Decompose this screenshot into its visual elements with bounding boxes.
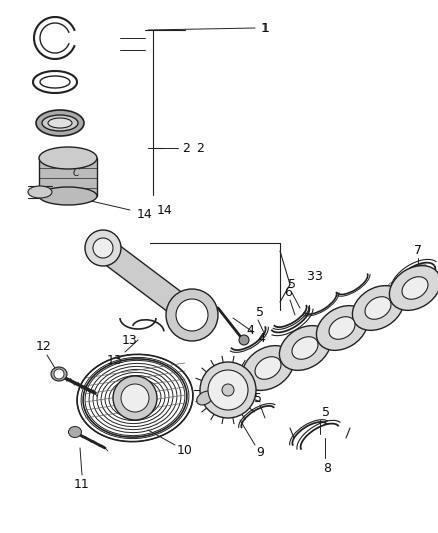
Ellipse shape bbox=[413, 264, 427, 276]
Circle shape bbox=[208, 370, 248, 410]
Text: 5: 5 bbox=[322, 407, 330, 419]
Ellipse shape bbox=[242, 345, 293, 390]
Text: 5: 5 bbox=[254, 392, 262, 405]
Circle shape bbox=[222, 384, 234, 396]
Ellipse shape bbox=[308, 328, 336, 352]
Ellipse shape bbox=[326, 319, 340, 331]
Text: 5: 5 bbox=[288, 279, 296, 292]
Circle shape bbox=[176, 299, 208, 331]
Ellipse shape bbox=[389, 265, 438, 310]
Ellipse shape bbox=[387, 280, 401, 293]
Text: 13: 13 bbox=[122, 334, 138, 346]
Circle shape bbox=[93, 238, 113, 258]
Text: 14: 14 bbox=[157, 204, 173, 216]
Ellipse shape bbox=[352, 303, 367, 314]
Circle shape bbox=[54, 369, 64, 379]
Text: 6: 6 bbox=[284, 286, 292, 298]
Text: 11: 11 bbox=[74, 479, 90, 491]
Ellipse shape bbox=[365, 297, 391, 319]
Ellipse shape bbox=[279, 326, 331, 370]
Ellipse shape bbox=[317, 325, 332, 337]
Ellipse shape bbox=[51, 367, 67, 381]
Text: 1: 1 bbox=[261, 21, 269, 35]
Ellipse shape bbox=[378, 286, 392, 298]
Ellipse shape bbox=[28, 186, 52, 198]
Text: 4: 4 bbox=[257, 332, 265, 344]
Circle shape bbox=[121, 384, 149, 412]
Ellipse shape bbox=[308, 330, 323, 342]
Ellipse shape bbox=[42, 115, 78, 131]
Ellipse shape bbox=[48, 118, 72, 128]
Ellipse shape bbox=[239, 335, 249, 345]
Ellipse shape bbox=[39, 147, 97, 169]
Ellipse shape bbox=[271, 349, 299, 372]
Circle shape bbox=[85, 230, 121, 266]
Ellipse shape bbox=[382, 288, 410, 312]
Text: C: C bbox=[73, 168, 79, 178]
Ellipse shape bbox=[274, 352, 288, 365]
Ellipse shape bbox=[197, 391, 213, 405]
Circle shape bbox=[113, 376, 157, 420]
Ellipse shape bbox=[346, 309, 374, 332]
Text: 14: 14 bbox=[137, 208, 153, 222]
Ellipse shape bbox=[68, 426, 81, 438]
Text: 3: 3 bbox=[306, 270, 314, 282]
Text: 2: 2 bbox=[196, 141, 204, 155]
Text: 1: 1 bbox=[262, 21, 270, 35]
Text: 3: 3 bbox=[314, 270, 322, 282]
Polygon shape bbox=[39, 158, 97, 196]
Text: 5: 5 bbox=[256, 306, 264, 319]
Ellipse shape bbox=[343, 308, 358, 320]
Circle shape bbox=[166, 289, 218, 341]
Ellipse shape bbox=[369, 292, 384, 304]
Ellipse shape bbox=[248, 369, 262, 381]
Ellipse shape bbox=[300, 336, 314, 348]
Ellipse shape bbox=[329, 317, 355, 340]
Ellipse shape bbox=[39, 187, 97, 205]
Circle shape bbox=[200, 362, 256, 418]
Text: 9: 9 bbox=[256, 447, 264, 459]
Ellipse shape bbox=[316, 305, 367, 350]
Ellipse shape bbox=[292, 337, 318, 359]
Ellipse shape bbox=[353, 286, 403, 330]
Text: 2: 2 bbox=[182, 141, 190, 155]
Text: 4: 4 bbox=[246, 324, 254, 336]
Text: 8: 8 bbox=[323, 462, 331, 474]
Ellipse shape bbox=[335, 314, 349, 326]
Ellipse shape bbox=[360, 297, 375, 309]
Ellipse shape bbox=[404, 270, 419, 281]
Ellipse shape bbox=[265, 358, 279, 370]
Ellipse shape bbox=[291, 341, 306, 353]
Text: 10: 10 bbox=[177, 443, 193, 456]
Text: 13: 13 bbox=[107, 353, 123, 367]
Ellipse shape bbox=[402, 277, 428, 299]
Ellipse shape bbox=[255, 357, 281, 379]
Ellipse shape bbox=[256, 364, 271, 375]
Text: 7: 7 bbox=[414, 244, 422, 256]
Ellipse shape bbox=[36, 110, 84, 136]
Polygon shape bbox=[96, 238, 199, 325]
Ellipse shape bbox=[396, 275, 410, 287]
Text: 12: 12 bbox=[36, 341, 52, 353]
Ellipse shape bbox=[283, 347, 297, 359]
